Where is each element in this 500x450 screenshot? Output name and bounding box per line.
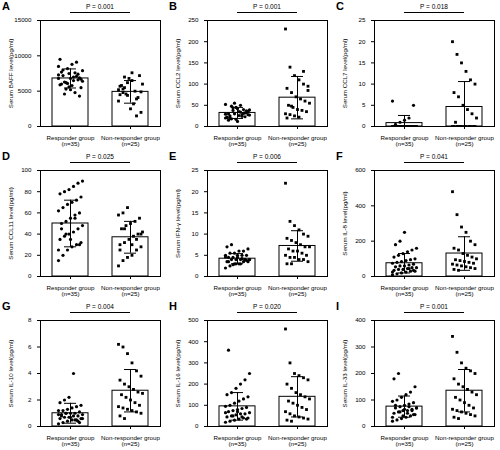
svg-text:0: 0 bbox=[195, 272, 199, 279]
svg-text:Serum CCL2 level(pg/ml): Serum CCL2 level(pg/ml) bbox=[174, 39, 181, 108]
svg-text:0: 0 bbox=[28, 272, 32, 279]
svg-text:0: 0 bbox=[362, 122, 366, 129]
svg-text:Responder group(n=35): Responder group(n=35) bbox=[47, 434, 95, 447]
html-text:D: D bbox=[2, 150, 10, 162]
html-text:P = 0.018: P = 0.018 bbox=[420, 3, 448, 10]
svg-text:Serum IL-10 level(pg/ml): Serum IL-10 level(pg/ml) bbox=[7, 340, 14, 408]
svg-text:15: 15 bbox=[359, 59, 366, 66]
svg-text:Responder group(n=35): Responder group(n=35) bbox=[47, 284, 95, 297]
svg-text:Serum IL-33 level(pg/ml): Serum IL-33 level(pg/ml) bbox=[341, 340, 348, 408]
svg-text:25: 25 bbox=[192, 166, 199, 173]
svg-text:60: 60 bbox=[25, 209, 32, 216]
svg-text:Serum CCL7 level(pg/ml): Serum CCL7 level(pg/ml) bbox=[341, 39, 348, 108]
svg-text:0: 0 bbox=[28, 122, 32, 129]
html-text:I: I bbox=[336, 300, 340, 312]
svg-text:10: 10 bbox=[192, 230, 199, 237]
svg-text:0: 0 bbox=[28, 422, 32, 429]
svg-text:100: 100 bbox=[188, 401, 199, 408]
svg-text:Responder group(n=35): Responder group(n=35) bbox=[214, 284, 262, 297]
html-text:P = 0.001: P = 0.001 bbox=[86, 3, 114, 10]
svg-text:150: 150 bbox=[188, 59, 199, 66]
svg-text:250: 250 bbox=[188, 16, 199, 23]
html-text:F: F bbox=[336, 150, 343, 162]
svg-text:25: 25 bbox=[359, 16, 366, 23]
svg-text:80: 80 bbox=[25, 188, 32, 195]
html-text:B: B bbox=[169, 0, 177, 12]
svg-text:15000: 15000 bbox=[14, 16, 32, 23]
html-text:C: C bbox=[336, 0, 344, 12]
svg-text:Non-responder group(n=25): Non-responder group(n=25) bbox=[435, 134, 494, 147]
svg-text:50: 50 bbox=[192, 101, 199, 108]
html-text:P = 0.025: P = 0.025 bbox=[86, 153, 114, 160]
svg-text:Responder group(n=35): Responder group(n=35) bbox=[381, 284, 429, 297]
svg-text:100: 100 bbox=[21, 166, 32, 173]
svg-text:Responder group(n=35): Responder group(n=35) bbox=[381, 434, 429, 447]
svg-text:0: 0 bbox=[362, 422, 366, 429]
svg-text:6: 6 bbox=[28, 343, 32, 350]
svg-text:8: 8 bbox=[28, 316, 32, 323]
svg-text:200: 200 bbox=[188, 38, 199, 45]
svg-text:Responder group(n=35): Responder group(n=35) bbox=[381, 134, 429, 147]
html-text:P = 0.006: P = 0.006 bbox=[253, 153, 281, 160]
svg-text:200: 200 bbox=[188, 380, 199, 387]
svg-text:600: 600 bbox=[355, 166, 366, 173]
svg-text:Non-responder group(n=25): Non-responder group(n=25) bbox=[101, 434, 160, 447]
svg-text:10: 10 bbox=[359, 80, 366, 87]
svg-text:Non-responder group(n=25): Non-responder group(n=25) bbox=[268, 434, 327, 447]
svg-text:Non-responder group(n=25): Non-responder group(n=25) bbox=[101, 284, 160, 297]
html-text:P = 0.001: P = 0.001 bbox=[253, 3, 281, 10]
svg-text:0: 0 bbox=[362, 272, 366, 279]
svg-text:10000: 10000 bbox=[14, 52, 32, 59]
svg-text:Non-responder group(n=25): Non-responder group(n=25) bbox=[268, 134, 327, 147]
svg-text:400: 400 bbox=[355, 316, 366, 323]
svg-text:100: 100 bbox=[355, 396, 366, 403]
svg-text:0: 0 bbox=[195, 122, 199, 129]
svg-text:Responder group(n=35): Responder group(n=35) bbox=[47, 134, 95, 147]
svg-text:Responder group(n=35): Responder group(n=35) bbox=[214, 134, 262, 147]
svg-text:200: 200 bbox=[355, 369, 366, 376]
svg-text:20: 20 bbox=[192, 188, 199, 195]
svg-text:Serum BAFF level(pg/ml): Serum BAFF level(pg/ml) bbox=[7, 39, 14, 108]
html-text:G: G bbox=[2, 300, 11, 312]
svg-text:100: 100 bbox=[188, 80, 199, 87]
svg-text:4: 4 bbox=[28, 369, 32, 376]
svg-text:Serum IL-16 level(pg/ml): Serum IL-16 level(pg/ml) bbox=[174, 340, 181, 408]
svg-text:400: 400 bbox=[355, 202, 366, 209]
html-text:P = 0.041: P = 0.041 bbox=[420, 153, 448, 160]
svg-text:Serum CCL11 level(pg/ml): Serum CCL11 level(pg/ml) bbox=[7, 187, 14, 259]
html-text:H: H bbox=[169, 300, 177, 312]
html-text:E: E bbox=[169, 150, 177, 162]
svg-text:500: 500 bbox=[188, 316, 199, 323]
svg-text:300: 300 bbox=[355, 343, 366, 350]
svg-text:Non-responder group(n=25): Non-responder group(n=25) bbox=[101, 134, 160, 147]
svg-text:5000: 5000 bbox=[18, 87, 32, 94]
svg-text:400: 400 bbox=[188, 338, 199, 345]
svg-text:Non-responder group(n=25): Non-responder group(n=25) bbox=[435, 434, 494, 447]
svg-text:300: 300 bbox=[188, 359, 199, 366]
html-text:A: A bbox=[2, 0, 10, 12]
svg-text:20: 20 bbox=[25, 251, 32, 258]
svg-text:15: 15 bbox=[192, 209, 199, 216]
svg-text:40: 40 bbox=[25, 230, 32, 237]
svg-text:20: 20 bbox=[359, 38, 366, 45]
svg-text:Serum IL-8 level(pg/ml): Serum IL-8 level(pg/ml) bbox=[341, 191, 348, 255]
svg-text:Responder group(n=35): Responder group(n=35) bbox=[214, 434, 262, 447]
html-text:P = 0.004: P = 0.004 bbox=[86, 303, 114, 310]
svg-text:Serum IFN-γ level(pg/ml): Serum IFN-γ level(pg/ml) bbox=[174, 189, 181, 258]
svg-text:2: 2 bbox=[28, 396, 32, 403]
svg-text:Non-responder group(n=25): Non-responder group(n=25) bbox=[268, 284, 327, 297]
svg-text:200: 200 bbox=[355, 237, 366, 244]
html-text:P = 0.020: P = 0.020 bbox=[253, 303, 281, 310]
svg-text:5: 5 bbox=[362, 101, 366, 108]
html-text:P = 0.001: P = 0.001 bbox=[420, 303, 448, 310]
svg-text:0: 0 bbox=[195, 422, 199, 429]
svg-text:5: 5 bbox=[195, 251, 199, 258]
svg-text:Non-responder group(n=25): Non-responder group(n=25) bbox=[435, 284, 494, 297]
